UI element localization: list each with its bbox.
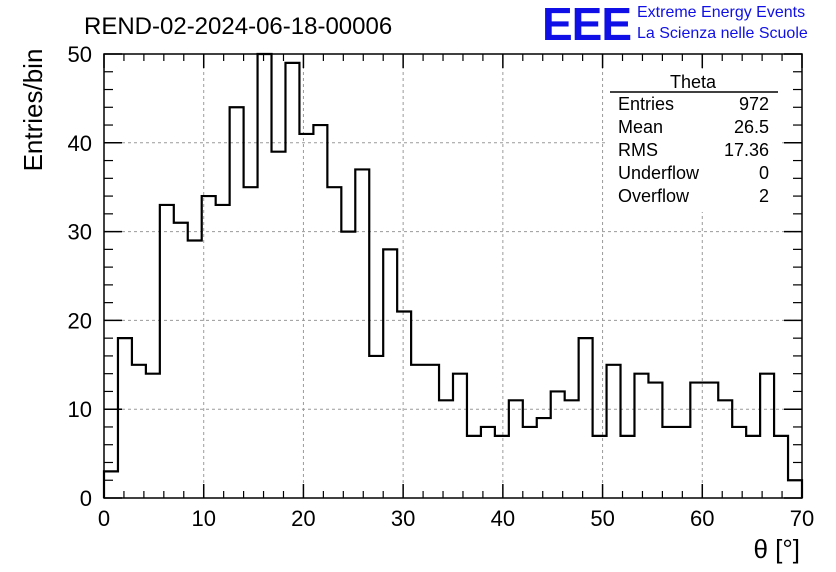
x-tick-label: 50 — [590, 506, 614, 531]
y-tick-label: 0 — [80, 486, 92, 511]
statistics-box-background — [608, 72, 780, 212]
chart-title: REND-02-2024-06-18-00006 — [84, 13, 392, 40]
grid-lines — [104, 54, 802, 498]
histogram-step-line — [102, 52, 804, 498]
y-tick-label: 50 — [68, 42, 92, 67]
y-tick-label: 20 — [68, 308, 92, 333]
x-tick-label: 0 — [98, 506, 110, 531]
y-tick-label: 30 — [68, 220, 92, 245]
stat-label-underflow: Underflow — [618, 163, 700, 183]
y-tick-label: 10 — [68, 397, 92, 422]
x-tick-label: 40 — [491, 506, 515, 531]
brand-line-2: La Scienza nelle Scuole — [637, 25, 808, 42]
stat-label-overflow: Overflow — [618, 186, 690, 206]
stat-value-mean: 26.5 — [734, 117, 769, 137]
x-axis-label: θ [°] — [753, 534, 800, 564]
minor-ticks — [104, 54, 802, 498]
stat-value-overflow: 2 — [759, 186, 769, 206]
stat-label-mean: Mean — [618, 117, 663, 137]
x-tick-label: 70 — [790, 506, 814, 531]
y-tick-label: 40 — [68, 131, 92, 156]
x-tick-label: 10 — [191, 506, 215, 531]
plot-frame — [103, 53, 803, 499]
x-tick-label: 60 — [690, 506, 714, 531]
eee-logo: EEE — [542, 0, 631, 50]
stat-value-entries: 972 — [739, 94, 769, 114]
statistics-box: Theta Entries 972 Mean 26.5 RMS 17.36 Un… — [608, 72, 780, 212]
x-tick-label: 20 — [291, 506, 315, 531]
x-tick-labels: 0 10 20 30 40 50 60 70 — [98, 506, 814, 531]
y-tick-labels: 0 10 20 30 40 50 — [68, 42, 92, 511]
statistics-box-title: Theta — [670, 72, 717, 92]
stat-value-underflow: 0 — [759, 163, 769, 183]
brand-line-1: Extreme Energy Events — [637, 4, 805, 21]
stat-label-rms: RMS — [618, 140, 658, 160]
y-axis-label: Entries/bin — [18, 49, 48, 172]
stat-label-entries: Entries — [618, 94, 674, 114]
x-tick-label: 30 — [391, 506, 415, 531]
stat-value-rms: 17.36 — [724, 140, 769, 160]
